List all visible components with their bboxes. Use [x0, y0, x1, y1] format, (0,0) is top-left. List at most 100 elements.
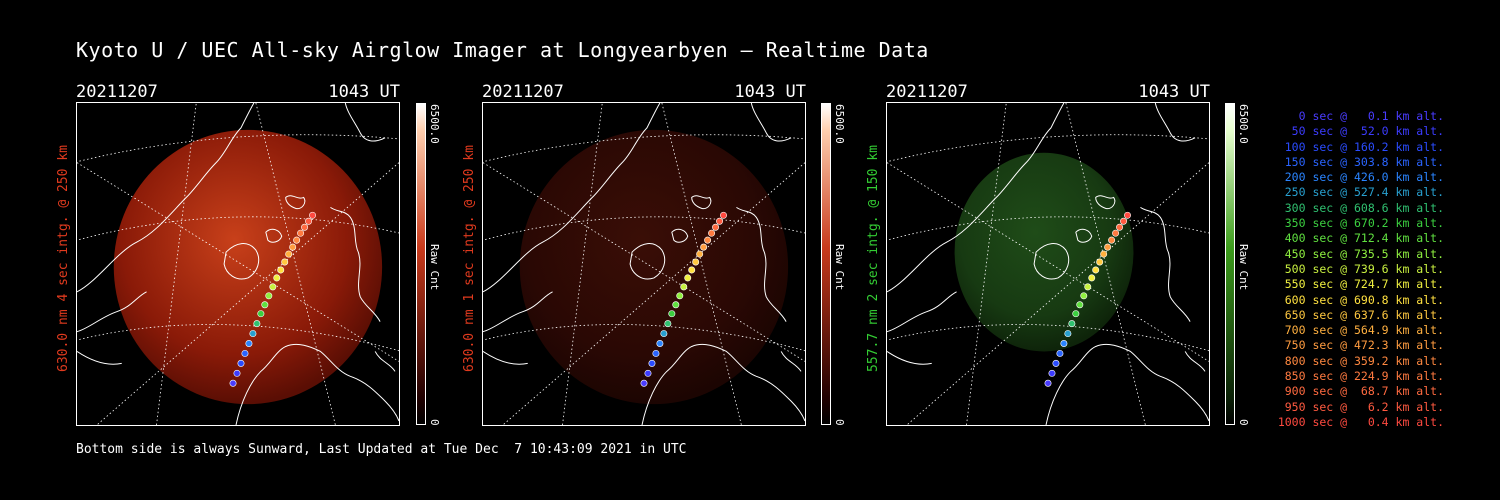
track-point [672, 301, 680, 309]
panel-2-date: 20211207 [482, 82, 564, 102]
track-point [656, 340, 664, 347]
panel-2-cbar-min: 0 [833, 419, 846, 426]
panel-3-date: 20211207 [886, 82, 968, 102]
coastline [887, 351, 932, 365]
track-point [261, 301, 269, 309]
panel-2-colorbar [821, 103, 831, 425]
coastline [235, 343, 399, 425]
coastline [330, 206, 381, 322]
legend-row: 800 sec @ 359.2 km alt. [1284, 353, 1444, 368]
track-point [668, 310, 676, 318]
track-point [265, 292, 273, 300]
track-point [708, 229, 716, 237]
track-point [253, 320, 261, 328]
track-point [664, 320, 672, 328]
legend-row: 400 sec @ 712.4 km alt. [1284, 231, 1444, 246]
track-point [680, 283, 688, 291]
track-point [1056, 349, 1064, 357]
track-point [1112, 229, 1120, 237]
legend-row: 700 sec @ 564.9 km alt. [1284, 323, 1444, 338]
panel-1-colorbar [416, 103, 426, 425]
legend-row: 200 sec @ 426.0 km alt. [1284, 170, 1444, 185]
track-point [1048, 369, 1056, 377]
coastline [77, 291, 147, 333]
panel-1-image [76, 102, 400, 426]
track-point [1080, 292, 1088, 300]
legend-row: 950 sec @ 6.2 km alt. [1284, 399, 1444, 414]
track-point [652, 349, 660, 357]
track-point [245, 340, 253, 347]
track-point [277, 266, 285, 274]
track-point [688, 266, 696, 274]
track-point [640, 379, 648, 387]
coastline [629, 243, 666, 280]
track-point [273, 274, 281, 282]
airglow-region [519, 129, 789, 405]
track-point [237, 359, 245, 367]
track-point [1104, 243, 1112, 251]
panel-3-colorbar [1225, 103, 1235, 425]
panel-3-cbar-min: 0 [1237, 419, 1250, 426]
track-point [257, 310, 265, 318]
panel-2-side-label: 630.0 nm 1 sec intg. @ 250 km [462, 145, 477, 372]
legend-row: 450 sec @ 735.5 km alt. [1284, 246, 1444, 261]
grid-line [77, 162, 399, 362]
footer-status: Bottom side is always Sunward, Last Upda… [76, 442, 687, 457]
grid-line [966, 103, 1007, 425]
track-point [1084, 283, 1092, 291]
coastline [223, 243, 260, 280]
coastline [1154, 103, 1196, 142]
legend-row: 0 sec @ 0.1 km alt. [1298, 109, 1444, 123]
track-point [1044, 379, 1052, 387]
track-point [1116, 223, 1124, 231]
coastline [285, 195, 306, 210]
track-point [1060, 340, 1068, 347]
coastline [641, 343, 805, 425]
track-point [648, 359, 656, 367]
track-point [301, 223, 309, 231]
legend-row: 350 sec @ 670.2 km alt. [1284, 216, 1444, 231]
grid-line [562, 103, 603, 425]
grid-line [502, 162, 805, 425]
track-point [233, 369, 241, 377]
track-point [1120, 217, 1128, 225]
track-point [281, 258, 289, 266]
legend-row: 850 sec @ 224.9 km alt. [1284, 369, 1444, 384]
track-point [305, 217, 313, 225]
panel-1-cbar-max: 6500.0 [428, 104, 441, 144]
track-point [1064, 330, 1072, 338]
track-point [712, 223, 720, 231]
grid-line [96, 162, 399, 425]
legend-row: 750 sec @ 472.3 km alt. [1284, 338, 1444, 353]
track-point [297, 229, 305, 237]
legend-row: 900 sec @ 68.7 km alt. [1284, 384, 1444, 399]
coastline [671, 228, 689, 243]
grid-line [156, 103, 197, 425]
legend-row: 300 sec @ 608.6 km alt. [1284, 200, 1444, 215]
coastline [1140, 206, 1191, 322]
legend-row: 150 sec @ 303.8 km alt. [1284, 154, 1444, 169]
track-point [309, 211, 317, 219]
track-point [684, 274, 692, 282]
track-point [696, 250, 704, 258]
panel-1-time: 1043 UT [328, 82, 400, 102]
legend-row: 1000 sec @ 0.4 km alt. [1277, 414, 1444, 429]
coastline [1045, 343, 1209, 425]
panel-3-side-label: 557.7 nm 2 sec intg. @ 150 km [866, 145, 881, 372]
track-point [1088, 274, 1096, 282]
legend-row: 100 sec @ 160.2 km alt. [1284, 139, 1444, 154]
altitude-legend: 0 sec @ 0.1 km alt. 50 sec @ 52.0 km alt.… [1262, 109, 1444, 430]
coastline [780, 351, 802, 372]
legend-row: 550 sec @ 724.7 km alt. [1284, 277, 1444, 292]
coastline [736, 206, 787, 322]
track-point [704, 236, 712, 244]
track-point [249, 330, 257, 338]
coastline [374, 351, 396, 372]
panel-2-cbar-max: 6500.0 [833, 104, 846, 144]
grid-line [887, 162, 1209, 362]
page-title: Kyoto U / UEC All-sky Airglow Imager at … [76, 38, 929, 62]
legend-row: 500 sec @ 739.6 km alt. [1284, 261, 1444, 276]
track-point [1096, 258, 1104, 266]
airglow-region [954, 152, 1134, 352]
grid-line [77, 216, 399, 241]
